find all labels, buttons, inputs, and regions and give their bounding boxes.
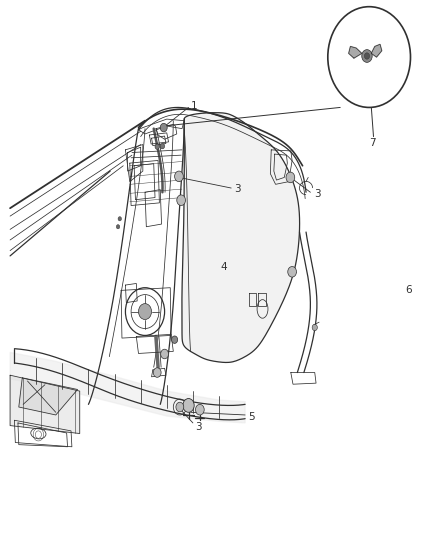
Circle shape bbox=[364, 53, 370, 59]
Circle shape bbox=[138, 304, 152, 319]
Circle shape bbox=[155, 144, 159, 149]
Text: 3: 3 bbox=[314, 189, 321, 199]
Circle shape bbox=[118, 216, 121, 221]
Text: 3: 3 bbox=[195, 422, 201, 432]
Circle shape bbox=[175, 171, 184, 182]
Circle shape bbox=[176, 402, 184, 412]
Circle shape bbox=[172, 336, 178, 343]
Circle shape bbox=[312, 324, 318, 330]
Circle shape bbox=[288, 266, 297, 277]
Polygon shape bbox=[182, 113, 300, 362]
Circle shape bbox=[160, 143, 165, 149]
Circle shape bbox=[153, 368, 161, 377]
Text: 4: 4 bbox=[220, 262, 226, 271]
Text: 5: 5 bbox=[248, 411, 255, 422]
Circle shape bbox=[116, 224, 120, 229]
Polygon shape bbox=[371, 44, 382, 57]
Circle shape bbox=[362, 50, 372, 62]
Circle shape bbox=[328, 7, 410, 108]
Polygon shape bbox=[19, 378, 78, 415]
Text: 6: 6 bbox=[405, 285, 412, 295]
Circle shape bbox=[160, 123, 167, 132]
Circle shape bbox=[161, 349, 169, 359]
Text: 3: 3 bbox=[234, 184, 240, 194]
Circle shape bbox=[195, 405, 204, 415]
Circle shape bbox=[177, 195, 185, 206]
Text: 1: 1 bbox=[191, 101, 198, 111]
Polygon shape bbox=[349, 46, 362, 58]
Circle shape bbox=[286, 172, 295, 183]
Text: 7: 7 bbox=[369, 139, 376, 149]
Polygon shape bbox=[10, 375, 80, 433]
Circle shape bbox=[183, 399, 194, 413]
Polygon shape bbox=[10, 352, 245, 423]
